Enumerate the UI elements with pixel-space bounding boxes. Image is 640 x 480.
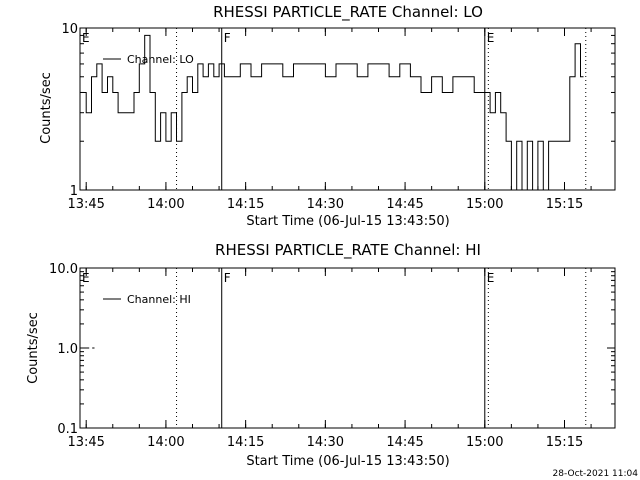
footer-timestamp: 28-Oct-2021 11:04 — [553, 469, 639, 479]
lo-x-axis-label: Start Time (06-Jul-15 13:43:50) — [246, 214, 449, 229]
hi-x-tick-label: 14:45 — [386, 435, 423, 450]
hi-channel-panel: RHESSI PARTICLE_RATE Channel: HI Start T… — [26, 241, 616, 469]
hi-y-tick-label: 0.1 — [57, 422, 78, 437]
lo-x-tick-label: 14:00 — [147, 197, 184, 212]
hi-x-tick-label: 14:30 — [307, 435, 344, 450]
hi-x-tick-label: 13:45 — [67, 435, 104, 450]
hi-y-tick-label: 10.0 — [49, 262, 78, 277]
lo-x-tick-label: 13:45 — [67, 197, 104, 212]
lo-y-axis-label: Counts/sec — [39, 72, 54, 144]
lo-event-label: F — [224, 31, 231, 45]
lo-series-line — [80, 34, 584, 191]
hi-x-tick-label: 15:00 — [466, 435, 503, 450]
hi-y-axis-label: Counts/sec — [26, 312, 41, 384]
lo-legend-text: Channel: LO — [127, 53, 194, 66]
hi-x-tick-label: 15:15 — [546, 435, 583, 450]
lo-event-label: E — [487, 31, 495, 45]
lo-x-tick-label: 14:15 — [227, 197, 264, 212]
lo-x-tick-label: 15:15 — [546, 197, 583, 212]
lo-x-tick-label: 14:30 — [307, 197, 344, 212]
hi-event-label: E — [82, 271, 90, 285]
hi-event-label: F — [224, 271, 231, 285]
hi-event-label: E — [487, 271, 495, 285]
lo-y-tick-label: 1 — [70, 184, 78, 199]
hi-plot-frame — [79, 267, 616, 429]
hi-x-axis-label: Start Time (06-Jul-15 13:43:50) — [246, 454, 449, 469]
lo-event-label: E — [82, 31, 90, 45]
lo-y-tick-label: 10 — [61, 22, 78, 37]
hi-y-tick-label: 1.0 — [57, 342, 78, 357]
hi-chart-title: RHESSI PARTICLE_RATE Channel: HI — [215, 241, 481, 260]
hi-x-tick-label: 14:15 — [227, 435, 264, 450]
hi-legend-text: Channel: HI — [127, 293, 191, 306]
hi-x-tick-label: 14:00 — [147, 435, 184, 450]
lo-chart-title: RHESSI PARTICLE_RATE Channel: LO — [213, 3, 483, 22]
lo-channel-panel: RHESSI PARTICLE_RATE Channel: LO Start T… — [39, 3, 616, 229]
lo-x-tick-label: 14:45 — [386, 197, 423, 212]
lo-x-tick-label: 15:00 — [466, 197, 503, 212]
